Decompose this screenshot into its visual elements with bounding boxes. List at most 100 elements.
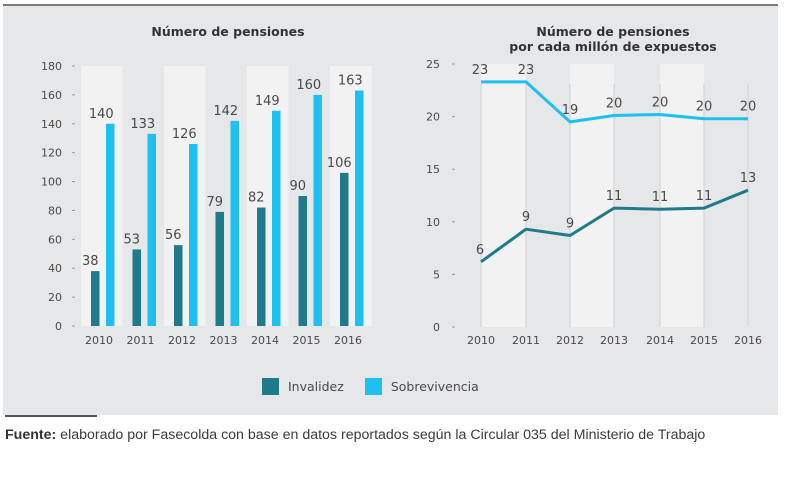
bar-x-tick-label: 2010 — [85, 334, 113, 347]
data-label-invalidez-2016: 106 — [327, 156, 352, 171]
data-label-sobrevivencia-2010: 140 — [89, 107, 114, 122]
bar-x-tick-label: 2013 — [210, 334, 238, 347]
line-x-tick-label: 2010 — [467, 334, 495, 347]
data-label-sobrevivencia-2015: 160 — [296, 78, 321, 93]
bar-x-tick-label: 2012 — [168, 334, 196, 347]
data-label-sobrevivencia-2011: 23 — [518, 63, 535, 78]
data-label-sobrevivencia-2012: 19 — [562, 103, 579, 118]
data-label-invalidez-2015: 90 — [289, 179, 306, 194]
bar-invalidez-2016 — [340, 172, 349, 326]
line-series-invalidez — [480, 188, 749, 264]
bar-sobrevivencia-2016 — [355, 90, 364, 326]
bar-y-tick-label: 140 — [41, 118, 62, 131]
legend-item-invalidez: Invalidez — [262, 378, 344, 395]
data-label-sobrevivencia-2016: 163 — [338, 74, 363, 89]
data-label-sobrevivencia-2014: 20 — [652, 95, 669, 110]
data-label-sobrevivencia-2011: 133 — [130, 117, 155, 132]
bar-y-tick-label: 60 — [48, 233, 62, 246]
line-band-2014 — [660, 64, 704, 327]
data-label-invalidez-2016: 13 — [740, 171, 757, 186]
chart-panel — [3, 6, 778, 415]
data-label-sobrevivencia-2013: 142 — [213, 104, 238, 119]
data-label-invalidez-2010: 6 — [476, 243, 484, 258]
line-y-tick-label: 20 — [426, 111, 440, 124]
legend: Invalidez Sobrevivencia — [262, 378, 500, 395]
bar-band-2014 — [247, 66, 289, 326]
line-band-2012 — [570, 64, 614, 327]
bar-y-tick-label: 20 — [48, 291, 62, 304]
footer-rule — [5, 415, 97, 417]
bar-x-tick-label: 2016 — [334, 334, 362, 347]
data-label-invalidez-2012: 9 — [566, 216, 574, 231]
line-y-tick-label: 25 — [426, 58, 440, 71]
line-x-tick-label: 2014 — [646, 334, 674, 347]
line-chart-title-line2: por cada millón de expuestos — [509, 39, 716, 54]
bar-sobrevivencia-2010 — [106, 123, 115, 327]
bar-y-tick-label: 100 — [41, 176, 62, 189]
bar-y-tick-label: 180 — [41, 60, 62, 73]
data-label-sobrevivencia-2012: 126 — [172, 127, 197, 142]
bar-x-tick-label: 2015 — [293, 334, 321, 347]
data-label-invalidez-2010: 38 — [82, 254, 99, 269]
bar-invalidez-2012 — [174, 245, 183, 326]
legend-item-sobrevivencia: Sobrevivencia — [364, 378, 479, 395]
source-label: Fuente: — [5, 427, 57, 443]
line-y-tick-label: 15 — [426, 163, 440, 176]
legend-swatch-invalidez — [262, 378, 279, 395]
bar-sobrevivencia-2014 — [272, 110, 281, 327]
bar-sobrevivencia-2012 — [189, 144, 198, 326]
data-label-invalidez-2015: 11 — [696, 189, 713, 204]
data-label-invalidez-2011: 53 — [123, 232, 140, 247]
line-x-tick-label: 2016 — [734, 334, 762, 347]
line-chart: Número de pensiones por cada millón de e… — [426, 24, 762, 347]
data-label-sobrevivencia-2013: 20 — [606, 97, 623, 112]
source-note: Fuente: elaborado por Fasecolda con base… — [5, 423, 778, 447]
source-text: elaborado por Fasecolda con base en dato… — [56, 427, 706, 443]
bar-invalidez-2015 — [298, 196, 307, 326]
bar-y-tick-label: 160 — [41, 89, 62, 102]
line-x-tick-label: 2011 — [512, 334, 540, 347]
legend-label-sobrevivencia: Sobrevivencia — [390, 379, 479, 394]
bar-y-tick-label: 0 — [55, 320, 62, 333]
bar-band-2010 — [81, 66, 123, 326]
bar-invalidez-2013 — [215, 211, 224, 326]
line-y-tick-label: 0 — [433, 321, 440, 334]
data-label-invalidez-2014: 82 — [248, 191, 265, 206]
bar-chart-title: Número de pensiones — [151, 24, 304, 39]
bar-y-tick-label: 40 — [48, 262, 62, 275]
data-label-sobrevivencia-2014: 149 — [255, 94, 280, 109]
bar-x-tick-label: 2014 — [251, 334, 279, 347]
bar-band-2012 — [164, 66, 206, 326]
line-series-sobrevivencia — [481, 80, 748, 124]
bar-chart: Número de pensiones 0 20 40 60 80 100 120 140 16… — [41, 24, 372, 347]
bar-sobrevivencia-2013 — [230, 120, 239, 326]
line-x-tick-label: 2012 — [556, 334, 584, 347]
bar-invalidez-2011 — [132, 249, 141, 326]
data-label-invalidez-2011: 9 — [522, 210, 530, 225]
line-y-tick-label: 10 — [426, 216, 440, 229]
data-label-sobrevivencia-2016: 20 — [740, 100, 757, 115]
top-rule — [3, 4, 778, 6]
data-label-invalidez-2013: 11 — [606, 189, 623, 204]
bar-y-tick-label: 120 — [41, 147, 62, 160]
line-x-tick-label: 2013 — [600, 334, 628, 347]
bar-band-2016 — [330, 66, 372, 326]
line-band-2010 — [481, 64, 526, 327]
legend-label-invalidez: Invalidez — [288, 379, 344, 394]
data-label-sobrevivencia-2015: 20 — [696, 100, 713, 115]
legend-swatch-sobrevivencia — [364, 378, 382, 395]
bar-invalidez-2010 — [91, 271, 100, 326]
bar-x-tick-label: 2011 — [127, 334, 155, 347]
line-x-tick-label: 2015 — [690, 334, 718, 347]
line-chart-title-line1: Número de pensiones — [536, 24, 689, 39]
data-label-invalidez-2014: 11 — [652, 190, 669, 205]
data-label-sobrevivencia-2010: 23 — [472, 63, 489, 78]
bar-sobrevivencia-2015 — [313, 94, 322, 326]
data-label-invalidez-2013: 79 — [206, 195, 223, 210]
bar-y-tick-label: 80 — [48, 204, 62, 217]
line-y-tick-label: 5 — [433, 268, 440, 281]
bar-sobrevivencia-2011 — [147, 133, 156, 326]
data-label-invalidez-2012: 56 — [165, 228, 182, 243]
bar-invalidez-2014 — [257, 207, 266, 326]
